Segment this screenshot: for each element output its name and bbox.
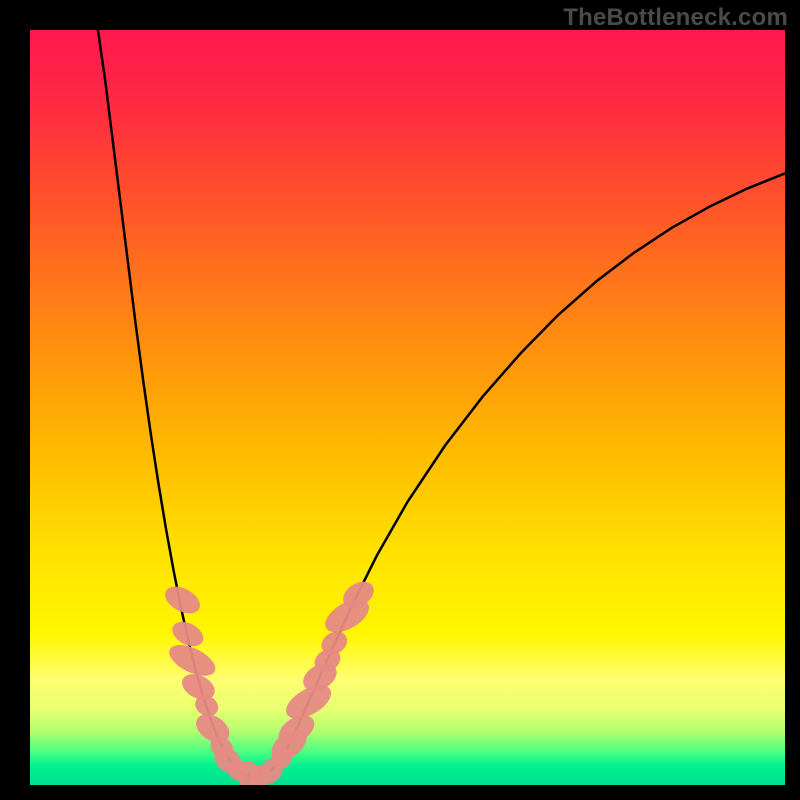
watermark-text: TheBottleneck.com — [563, 4, 788, 32]
gradient-background — [30, 30, 785, 785]
plot-area — [30, 30, 785, 785]
chart-root: TheBottleneck.com — [0, 0, 800, 800]
plot-svg — [30, 30, 785, 785]
